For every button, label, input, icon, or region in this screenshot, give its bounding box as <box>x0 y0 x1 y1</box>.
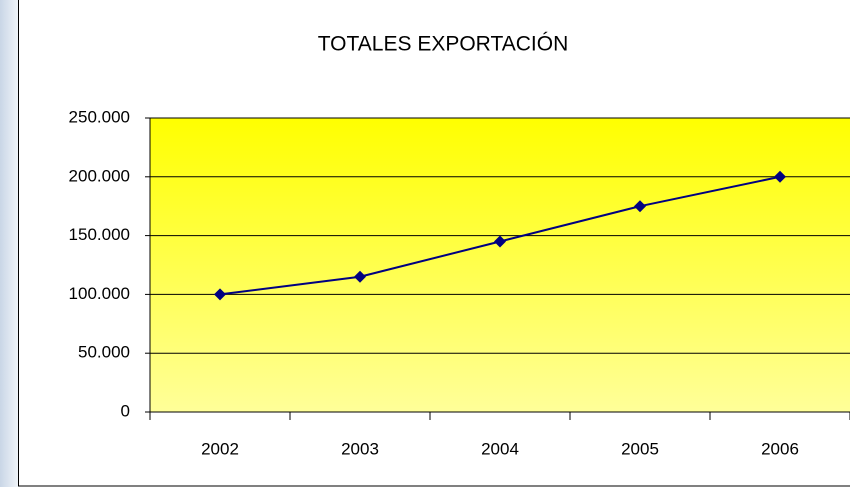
x-tick-label: 2003 <box>341 439 379 458</box>
x-tick-label: 2006 <box>761 439 799 458</box>
y-tick-label: 100.000 <box>69 284 130 303</box>
plot-area <box>150 118 850 412</box>
y-tick-label: 150.000 <box>69 225 130 244</box>
chart-title: TOTALES EXPORTACIÓN <box>318 33 569 56</box>
y-tick-label: 250.000 <box>69 107 130 126</box>
y-tick-label: 200.000 <box>69 166 130 185</box>
y-tick-label: 0 <box>121 401 130 420</box>
x-tick-label: 2002 <box>201 439 239 458</box>
y-tick-label: 50.000 <box>78 343 130 362</box>
x-tick-label: 2005 <box>621 439 659 458</box>
background-strip <box>0 0 20 487</box>
x-tick-label: 2004 <box>481 439 519 458</box>
